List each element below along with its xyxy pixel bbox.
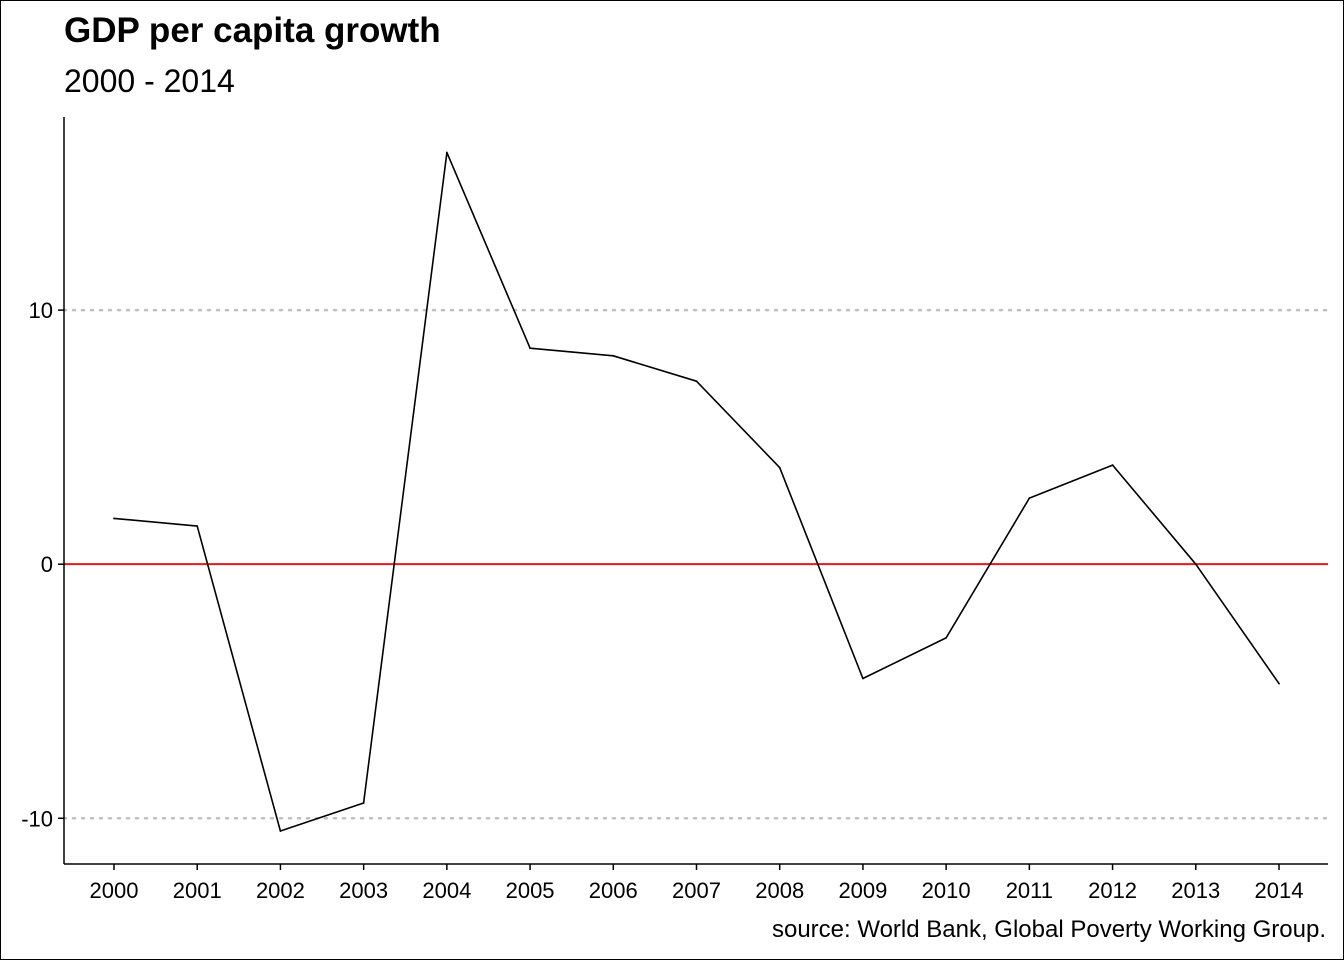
x-tick-label: 2011 [1006,878,1053,903]
chart-source-caption: source: World Bank, Global Poverty Worki… [771,916,1326,943]
x-tick-label: 2012 [1088,878,1137,903]
x-tick-label: 2010 [922,878,971,903]
x-tick-label: 2006 [589,878,638,903]
data-point-2010 [945,636,948,639]
data-point-2012 [1111,464,1114,466]
y-tick-label: 0 [41,552,53,577]
data-point-2008 [778,466,781,469]
data-point-2002 [279,830,282,832]
x-tick-label: 2003 [339,878,388,903]
grid-layer [62,308,1330,820]
data-point-2006 [612,354,615,357]
data-point-2011 [1028,497,1031,500]
data-point-2007 [695,380,698,383]
x-tick-label: 2013 [1171,878,1220,903]
chart-title: GDP per capita growth [64,11,441,50]
x-tick-label: 2009 [838,878,887,903]
data-point-2013 [1194,563,1197,566]
data-point-2000 [113,517,115,520]
x-tick-label: 2002 [256,878,305,903]
x-tick-label: 2004 [422,878,471,903]
x-tick-label: 2007 [672,878,721,903]
x-tick-label: 2005 [506,878,555,903]
x-tick-label: 2000 [90,878,139,903]
gdp-growth-series-line [113,151,1280,832]
x-tick-label: 2001 [173,878,222,903]
data-point-2009 [862,677,864,680]
axis-layer: -10 0 10 2000 2001 2002 2003 2004 2005 2006 2007 20… [21,117,1328,903]
data-point-2001 [196,525,199,527]
data-point-2003 [362,802,365,804]
data-point-2014 [1278,682,1280,685]
chart-subtitle: 2000 - 2014 [64,63,235,99]
data-point-2005 [529,347,531,350]
y-tick-label: -10 [21,806,53,831]
data-point-2004 [445,151,448,154]
x-tick-label: 2008 [755,878,804,903]
series-layer [113,151,1280,832]
x-tick-label: 2014 [1255,878,1304,903]
y-tick-label: 10 [29,298,53,323]
